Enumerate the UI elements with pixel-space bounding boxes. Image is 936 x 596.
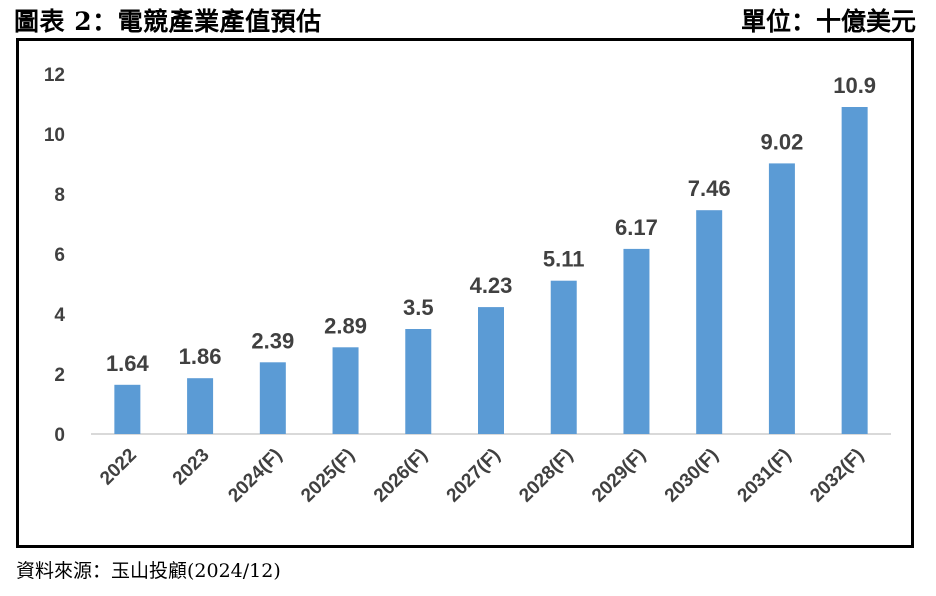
- category-label: 2031(F): [734, 445, 796, 507]
- data-label: 9.02: [760, 129, 803, 154]
- data-label: 4.23: [470, 273, 513, 298]
- source-note: 資料來源：玉山投顧(2024/12): [16, 560, 281, 582]
- data-label: 10.9: [833, 73, 876, 98]
- y-tick-label: 6: [54, 245, 65, 266]
- bar: [114, 384, 141, 434]
- chart-frame: 0 2 4 6 8 10 12 1.64 2022 1.86 2023 2.39 2024(F) 2.89…: [16, 38, 914, 548]
- category-label: 2023: [169, 445, 214, 490]
- bar: [259, 362, 286, 434]
- y-tick-label: 0: [54, 425, 65, 446]
- bar: [841, 107, 868, 434]
- data-label: 3.5: [403, 295, 434, 320]
- category-label: 2027(F): [443, 445, 505, 507]
- bar: [187, 378, 214, 434]
- bar: [405, 329, 432, 434]
- y-tick-label: 2: [54, 365, 65, 386]
- category-label: 2032(F): [806, 445, 868, 507]
- unit-label: 單位：十億美元: [740, 7, 916, 36]
- y-tick-label: 10: [44, 125, 65, 146]
- data-label: 5.11: [543, 247, 585, 272]
- category-label: 2030(F): [661, 445, 723, 507]
- category-label: 2022: [96, 445, 141, 490]
- bar: [332, 347, 359, 434]
- y-tick-label: 12: [44, 65, 65, 86]
- data-label: 7.46: [688, 176, 731, 201]
- bar: [696, 210, 723, 434]
- category-label: 2028(F): [515, 445, 577, 507]
- bar: [550, 280, 577, 434]
- bar: [768, 163, 795, 434]
- data-label: 2.39: [251, 328, 294, 353]
- chart-title: 圖表 2：電競產業產值預估: [14, 7, 322, 36]
- y-tick-label: 4: [54, 305, 65, 326]
- bar: [478, 307, 504, 434]
- chart-header: 圖表 2：電競產業產值預估 單位：十億美元: [14, 0, 916, 38]
- bar-chart: 0 2 4 6 8 10 12 1.64 2022 1.86 2023 2.39 2024(F) 2.89…: [44, 65, 891, 507]
- data-label: 1.64: [106, 351, 150, 376]
- category-label: 2025(F): [297, 445, 359, 507]
- bar: [623, 248, 650, 434]
- data-label: 1.86: [179, 344, 222, 369]
- y-tick-label: 8: [54, 185, 65, 206]
- data-label: 6.17: [615, 215, 658, 240]
- category-label: 2029(F): [588, 445, 650, 507]
- category-label: 2024(F): [224, 445, 286, 507]
- category-label: 2026(F): [370, 445, 432, 507]
- data-label: 2.89: [324, 313, 367, 338]
